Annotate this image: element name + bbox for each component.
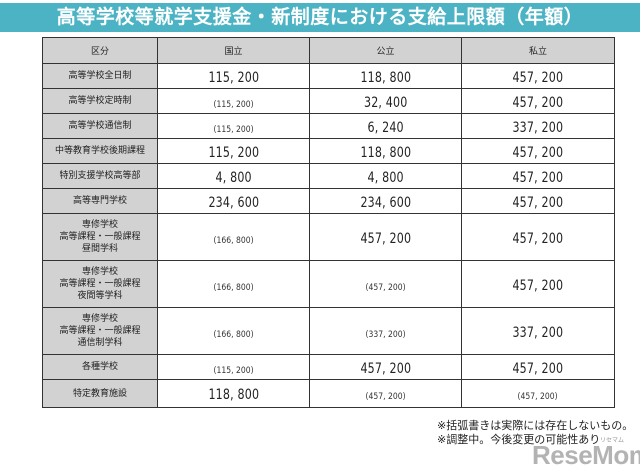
header-private: 私立: [461, 37, 615, 64]
row-label: 専修学校 高等課程・一般課程 夜間等学科: [42, 260, 158, 308]
cell-national: (166, 800): [157, 307, 310, 355]
cell-public: 6, 240: [309, 113, 462, 139]
cell-private: 457, 200: [461, 163, 615, 189]
cell-public: (457, 200): [309, 260, 462, 308]
resemom-logo-ruby: リセマム: [600, 437, 625, 444]
cell-national: (166, 800): [157, 260, 310, 308]
table-row: 専修学校 高等課程・一般課程 通信制学科 (166, 800) (337, 20…: [42, 307, 615, 355]
row-label: 高等学校全日制: [42, 63, 158, 89]
cell-public: 457, 200: [309, 213, 462, 261]
header-public: 公立: [309, 37, 462, 64]
cell-private: 457, 200: [461, 138, 615, 164]
cell-public: 118, 800: [309, 63, 462, 89]
header-category: 区分: [42, 37, 158, 64]
table-row: 特別支援学校高等部 4, 800 4, 800 457, 200: [42, 163, 615, 189]
cell-national: (166, 800): [157, 213, 310, 261]
footnote-adjusting: ※調整中。今後変更の可能性あり: [437, 433, 601, 446]
page-title: 高等学校等就学支援金・新制度における支給上限額（年額）: [0, 3, 640, 32]
table-row: 高等学校通信制 (115, 200) 6, 240 337, 200: [42, 113, 615, 139]
cell-national: 115, 200: [157, 138, 310, 164]
table-row: 中等教育学校後期課程 115, 200 118, 800 457, 200: [42, 138, 615, 164]
cell-public: 118, 800: [309, 138, 462, 164]
cell-private: 457, 200: [461, 88, 615, 114]
table-row: 高等学校定時制 (115, 200) 32, 400 457, 200: [42, 88, 615, 114]
cell-national: 4, 800: [157, 163, 310, 189]
cell-public: 4, 800: [309, 163, 462, 189]
cell-private: 457, 200: [461, 63, 615, 89]
cell-national: (115, 200): [157, 113, 310, 139]
subsidy-table: 区分 国立 公立 私立 高等学校全日制 115, 200 118, 800 45…: [42, 37, 615, 408]
cell-private: 457, 200: [461, 354, 615, 380]
cell-national: 118, 800: [157, 379, 310, 408]
row-label: 高等専門学校: [42, 188, 158, 214]
table-row: 高等学校全日制 115, 200 118, 800 457, 200: [42, 63, 615, 89]
cell-private: 337, 200: [461, 113, 615, 139]
row-label: 特定教育施設: [42, 379, 158, 408]
row-label: 特別支援学校高等部: [42, 163, 158, 189]
row-label: 高等学校通信制: [42, 113, 158, 139]
row-label: 専修学校 高等課程・一般課程 通信制学科: [42, 307, 158, 355]
footnote-brackets: ※括弧書きは実際には存在しないもの。: [437, 419, 634, 432]
table-row: 各種学校 (115, 200) 457, 200 457, 200: [42, 354, 615, 380]
row-label: 高等学校定時制: [42, 88, 158, 114]
cell-public: 32, 400: [309, 88, 462, 114]
cell-public: 234, 600: [309, 188, 462, 214]
cell-private: 457, 200: [461, 188, 615, 214]
cell-national: (115, 200): [157, 354, 310, 380]
cell-national: 234, 600: [157, 188, 310, 214]
header-national: 国立: [157, 37, 310, 64]
table-row: 専修学校 高等課程・一般課程 昼間学科 (166, 800) 457, 200 …: [42, 213, 615, 261]
cell-public: (337, 200): [309, 307, 462, 355]
cell-private: (457, 200): [461, 379, 615, 408]
row-label: 中等教育学校後期課程: [42, 138, 158, 164]
row-label: 専修学校 高等課程・一般課程 昼間学科: [42, 213, 158, 261]
footnotes: ※括弧書きは実際には存在しないもの。 ※調整中。今後変更の可能性あり: [437, 419, 633, 447]
cell-public: 457, 200: [309, 354, 462, 380]
cell-national: (115, 200): [157, 88, 310, 114]
cell-private: 457, 200: [461, 260, 615, 308]
cell-national: 115, 200: [157, 63, 310, 89]
cell-private: 457, 200: [461, 213, 615, 261]
cell-private: 337, 200: [461, 307, 615, 355]
cell-public: (457, 200): [309, 379, 462, 408]
resemom-logo: ReseMom.: [532, 440, 640, 470]
header-row: 区分 国立 公立 私立: [42, 37, 615, 64]
row-label: 各種学校: [42, 354, 158, 380]
table-row: 特定教育施設 118, 800 (457, 200) (457, 200): [42, 379, 615, 408]
table-row: 高等専門学校 234, 600 234, 600 457, 200: [42, 188, 615, 214]
table-row: 専修学校 高等課程・一般課程 夜間等学科 (166, 800) (457, 20…: [42, 260, 615, 308]
